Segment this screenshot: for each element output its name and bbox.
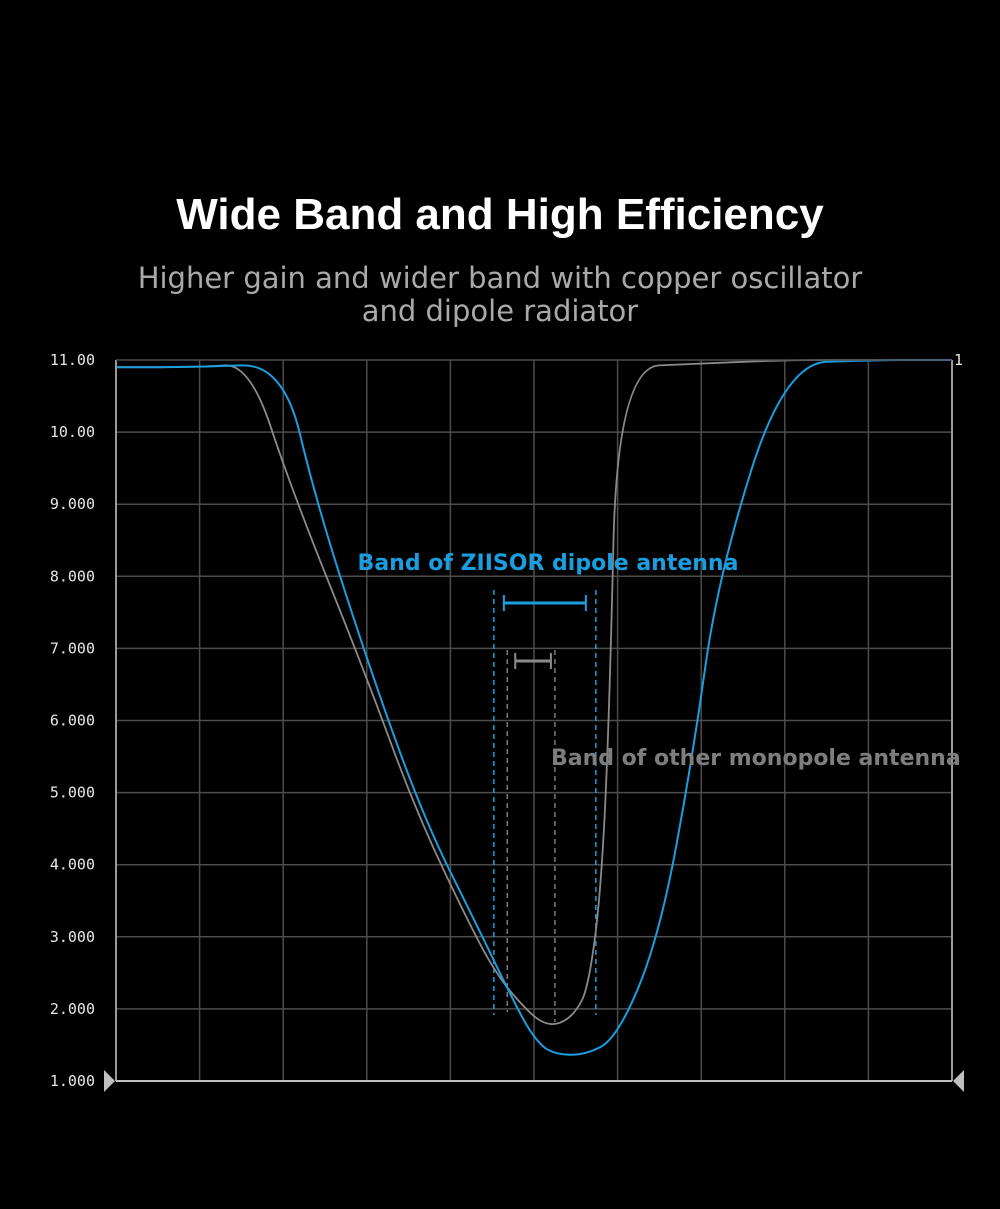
- y-tick-label: 1.000: [50, 1072, 95, 1090]
- y-tick-label: 8.000: [50, 567, 95, 585]
- subtitle-line-1: Higher gain and wider band with copper o…: [137, 261, 863, 295]
- chart-axes: 1: [104, 351, 964, 1092]
- y-tick-label: 4.000: [50, 856, 95, 874]
- y-tick-label: 7.000: [50, 639, 95, 657]
- gray-band-label: Band of other monopole antenna: [551, 746, 961, 771]
- y-tick-label: 6.000: [50, 712, 95, 730]
- y-tick-label: 10.00: [50, 423, 95, 441]
- y-tick-label: 9.000: [50, 495, 95, 513]
- marker-label: 1: [954, 351, 963, 369]
- y-tick-label: 5.000: [50, 784, 95, 802]
- band-markers: [493, 590, 597, 1022]
- page-subtitle: Higher gain and wider band with copper o…: [0, 262, 1000, 328]
- series-line-gray: [116, 359, 952, 1026]
- chart-series: [116, 359, 952, 1056]
- y-tick-label: 3.000: [50, 928, 95, 946]
- chart-grid: 11.00 10.00 9.000 8.000 7.000 6.000 5.000 4.000…: [50, 351, 952, 1090]
- subtitle-line-2: and dipole radiator: [361, 294, 639, 328]
- page-title: Wide Band and High Efficiency: [176, 190, 824, 239]
- right-marker-triangle: [953, 1070, 964, 1092]
- blue-band-label: Band of ZIISOR dipole antenna: [358, 551, 739, 576]
- series-line-blue: [116, 359, 952, 1056]
- left-marker-triangle: [104, 1070, 115, 1092]
- y-tick-label: 11.00: [50, 351, 95, 369]
- y-tick-label: 2.000: [50, 1000, 95, 1018]
